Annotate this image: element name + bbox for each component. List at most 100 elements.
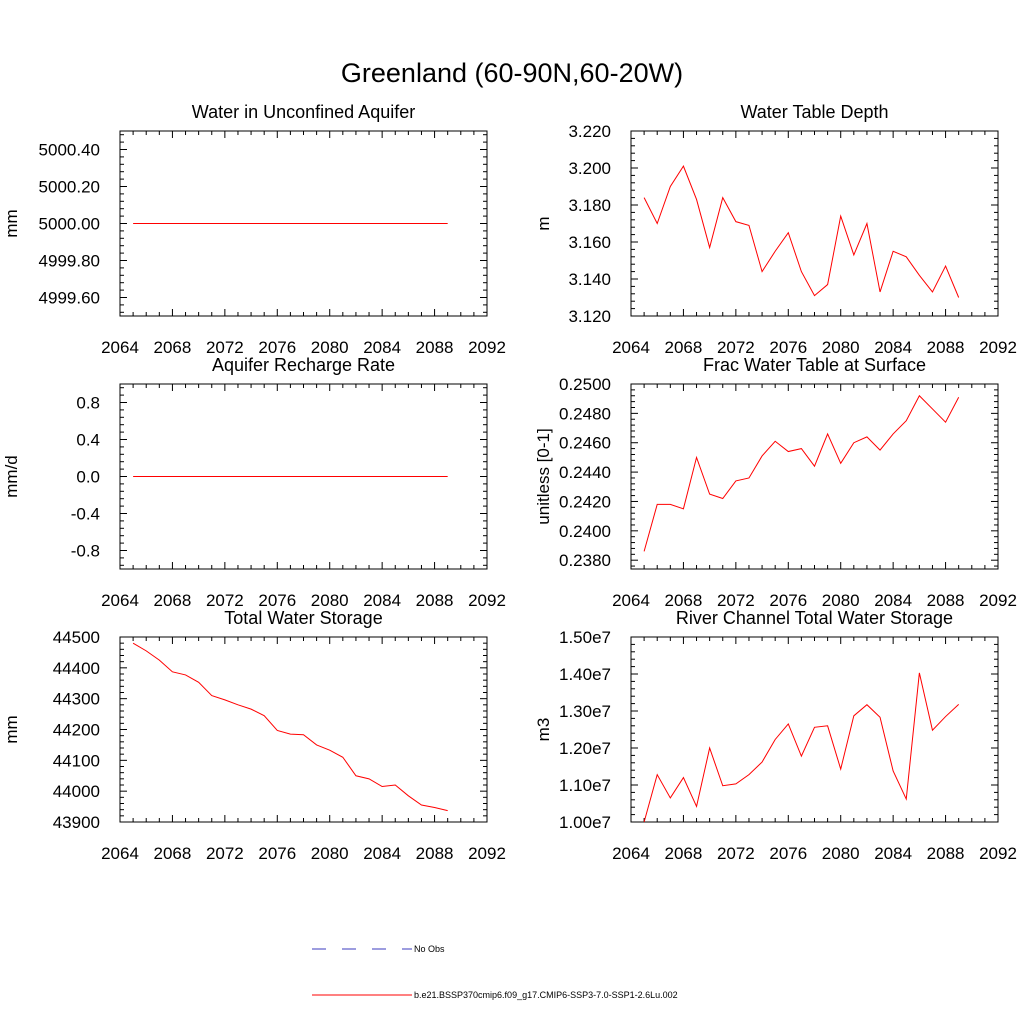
- x-tick-label: 2088: [927, 844, 965, 863]
- panel-title: Frac Water Table at Surface: [703, 355, 926, 375]
- chart-panel: Total Water Storage 2064 2068 2072 2076 2080 2…: [2, 608, 506, 863]
- x-tick-label: 2092: [979, 338, 1017, 357]
- series-line: [643, 165, 960, 298]
- y-tick-label: 1.30e7: [559, 702, 611, 721]
- chart-panel: Aquifer Recharge Rate 2064 2068 2072 2076 208…: [2, 355, 506, 610]
- y-tick-label: -0.8: [71, 542, 100, 561]
- y-tick-label: 1.50e7: [559, 628, 611, 647]
- chart-panel: Water in Unconfined Aquifer 2064 2068 2072 2…: [2, 102, 506, 357]
- x-tick-label: 2064: [612, 591, 650, 610]
- x-tick-label: 2072: [206, 591, 244, 610]
- y-tick-label: -0.4: [71, 505, 100, 524]
- x-tick-label: 2088: [416, 338, 454, 357]
- y-tick-label: 0.2480: [559, 404, 611, 423]
- x-tick-label: 2092: [979, 591, 1017, 610]
- legend-item-no-obs: No Obs: [312, 944, 445, 954]
- chart-panel: Water Table Depth 2064 2068 2072 2076 2080 208…: [534, 102, 1017, 357]
- y-axis-label: m: [534, 216, 553, 230]
- x-tick-label: 2084: [874, 338, 912, 357]
- y-tick-label: 0.0: [76, 468, 100, 487]
- x-tick-label: 2076: [769, 338, 807, 357]
- y-tick-label: 0.2440: [559, 463, 611, 482]
- y-tick-label: 0.2400: [559, 522, 611, 541]
- y-tick-label: 0.4: [76, 431, 100, 450]
- y-tick-label: 4999.80: [39, 252, 100, 271]
- y-tick-label: 3.160: [568, 233, 611, 252]
- y-tick-label: 1.00e7: [559, 813, 611, 832]
- x-tick-label: 2080: [822, 591, 860, 610]
- chart-panel: River Channel Total Water Storage 2064 206…: [534, 608, 1017, 863]
- y-axis-label: mm: [2, 209, 21, 237]
- panel-title: Aquifer Recharge Rate: [212, 355, 395, 375]
- x-tick-label: 2068: [665, 844, 703, 863]
- y-axis-label: m3: [534, 718, 553, 742]
- y-tick-label: 3.220: [568, 122, 611, 141]
- y-tick-label: 5000.40: [39, 141, 100, 160]
- y-tick-label: 0.2380: [559, 551, 611, 570]
- y-tick-label: 44400: [53, 659, 100, 678]
- x-tick-label: 2064: [612, 844, 650, 863]
- x-tick-label: 2088: [927, 591, 965, 610]
- x-tick-label: 2084: [874, 844, 912, 863]
- panels: Water in Unconfined Aquifer 2064 2068 2072 2…: [2, 102, 1017, 863]
- y-tick-label: 44300: [53, 690, 100, 709]
- x-tick-label: 2064: [101, 338, 139, 357]
- x-tick-label: 2088: [927, 338, 965, 357]
- panel-title: Total Water Storage: [224, 608, 382, 628]
- x-tick-label: 2068: [665, 338, 703, 357]
- y-tick-label: 0.2500: [559, 375, 611, 394]
- y-tick-label: 44000: [53, 782, 100, 801]
- y-tick-label: 4999.60: [39, 289, 100, 308]
- x-tick-label: 2072: [206, 844, 244, 863]
- x-tick-label: 2092: [468, 338, 506, 357]
- legend: No Obs b.e21.BSSP370cmip6.f09_g17.CMIP6-…: [312, 944, 678, 1000]
- x-tick-label: 2080: [822, 338, 860, 357]
- x-tick-label: 2072: [717, 591, 755, 610]
- x-tick-label: 2064: [101, 844, 139, 863]
- series-line: [132, 642, 448, 812]
- x-tick-label: 2084: [363, 338, 401, 357]
- chart-panel: Frac Water Table at Surface 2064 2068 2072 2…: [534, 355, 1017, 610]
- x-tick-label: 2076: [769, 591, 807, 610]
- x-tick-label: 2080: [311, 338, 349, 357]
- x-tick-label: 2080: [311, 591, 349, 610]
- y-tick-label: 3.120: [568, 307, 611, 326]
- series-line: [643, 394, 960, 552]
- y-tick-label: 1.40e7: [559, 665, 611, 684]
- x-tick-label: 2092: [979, 844, 1017, 863]
- x-tick-label: 2080: [311, 844, 349, 863]
- x-tick-label: 2076: [769, 844, 807, 863]
- legend-item-model-run: b.e21.BSSP370cmip6.f09_g17.CMIP6-SSP3-7.…: [312, 990, 678, 1000]
- x-tick-label: 2072: [206, 338, 244, 357]
- x-tick-label: 2064: [612, 338, 650, 357]
- y-tick-label: 43900: [53, 813, 100, 832]
- x-tick-label: 2084: [363, 844, 401, 863]
- y-tick-label: 0.2420: [559, 492, 611, 511]
- panel-title: Water Table Depth: [740, 102, 888, 122]
- x-tick-label: 2072: [717, 338, 755, 357]
- x-tick-label: 2076: [258, 844, 296, 863]
- panel-title: River Channel Total Water Storage: [676, 608, 953, 628]
- y-axis-label: mm/d: [2, 455, 21, 498]
- legend-label-model-run: b.e21.BSSP370cmip6.f09_g17.CMIP6-SSP3-7.…: [414, 990, 678, 1000]
- x-tick-label: 2068: [154, 591, 192, 610]
- y-tick-label: 0.8: [76, 394, 100, 413]
- x-tick-label: 2080: [822, 844, 860, 863]
- x-tick-label: 2088: [416, 591, 454, 610]
- series-line: [643, 672, 960, 823]
- x-tick-label: 2068: [665, 591, 703, 610]
- y-tick-label: 3.180: [568, 196, 611, 215]
- y-tick-label: 5000.20: [39, 178, 100, 197]
- x-tick-label: 2068: [154, 338, 192, 357]
- x-tick-label: 2072: [717, 844, 755, 863]
- x-tick-label: 2064: [101, 591, 139, 610]
- x-tick-label: 2092: [468, 591, 506, 610]
- y-axis-label: unitless [0-1]: [534, 428, 553, 524]
- y-tick-label: 5000.00: [39, 215, 100, 234]
- x-tick-label: 2092: [468, 844, 506, 863]
- x-tick-label: 2076: [258, 591, 296, 610]
- y-tick-label: 3.140: [568, 270, 611, 289]
- x-tick-label: 2084: [874, 591, 912, 610]
